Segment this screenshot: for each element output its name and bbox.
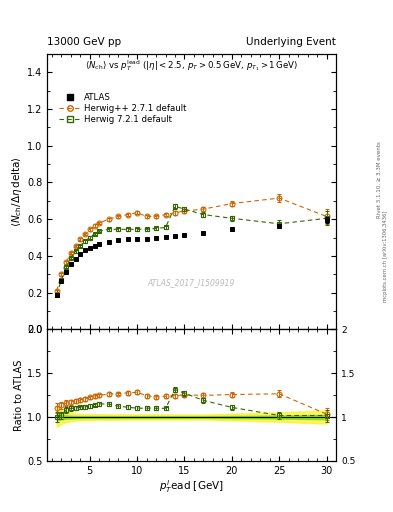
Text: Underlying Event: Underlying Event [246, 37, 336, 47]
Text: $\langle N_{\rm ch}\rangle$ vs $p_T^{\rm lead}$ ($|\eta|<2.5,\,$$p_T>0.5\,{\rm G: $\langle N_{\rm ch}\rangle$ vs $p_T^{\rm… [85, 58, 298, 73]
Text: 13000 GeV pp: 13000 GeV pp [47, 37, 121, 47]
Y-axis label: $\langle N_{\rm ch}/\Delta\eta\,{\rm delta}\rangle$: $\langle N_{\rm ch}/\Delta\eta\,{\rm del… [10, 156, 24, 227]
Text: mcplots.cern.ch [arXiv:1306.3436]: mcplots.cern.ch [arXiv:1306.3436] [384, 210, 388, 302]
X-axis label: $p_T^l{\rm ead}$ [GeV]: $p_T^l{\rm ead}$ [GeV] [159, 478, 224, 495]
Legend: ATLAS, Herwig++ 2.7.1 default, Herwig 7.2.1 default: ATLAS, Herwig++ 2.7.1 default, Herwig 7.… [57, 91, 188, 126]
Text: Rivet 3.1.10, ≥ 3.3M events: Rivet 3.1.10, ≥ 3.3M events [377, 141, 382, 218]
Text: ATLAS_2017_I1509919: ATLAS_2017_I1509919 [148, 278, 235, 287]
Y-axis label: Ratio to ATLAS: Ratio to ATLAS [14, 359, 24, 431]
